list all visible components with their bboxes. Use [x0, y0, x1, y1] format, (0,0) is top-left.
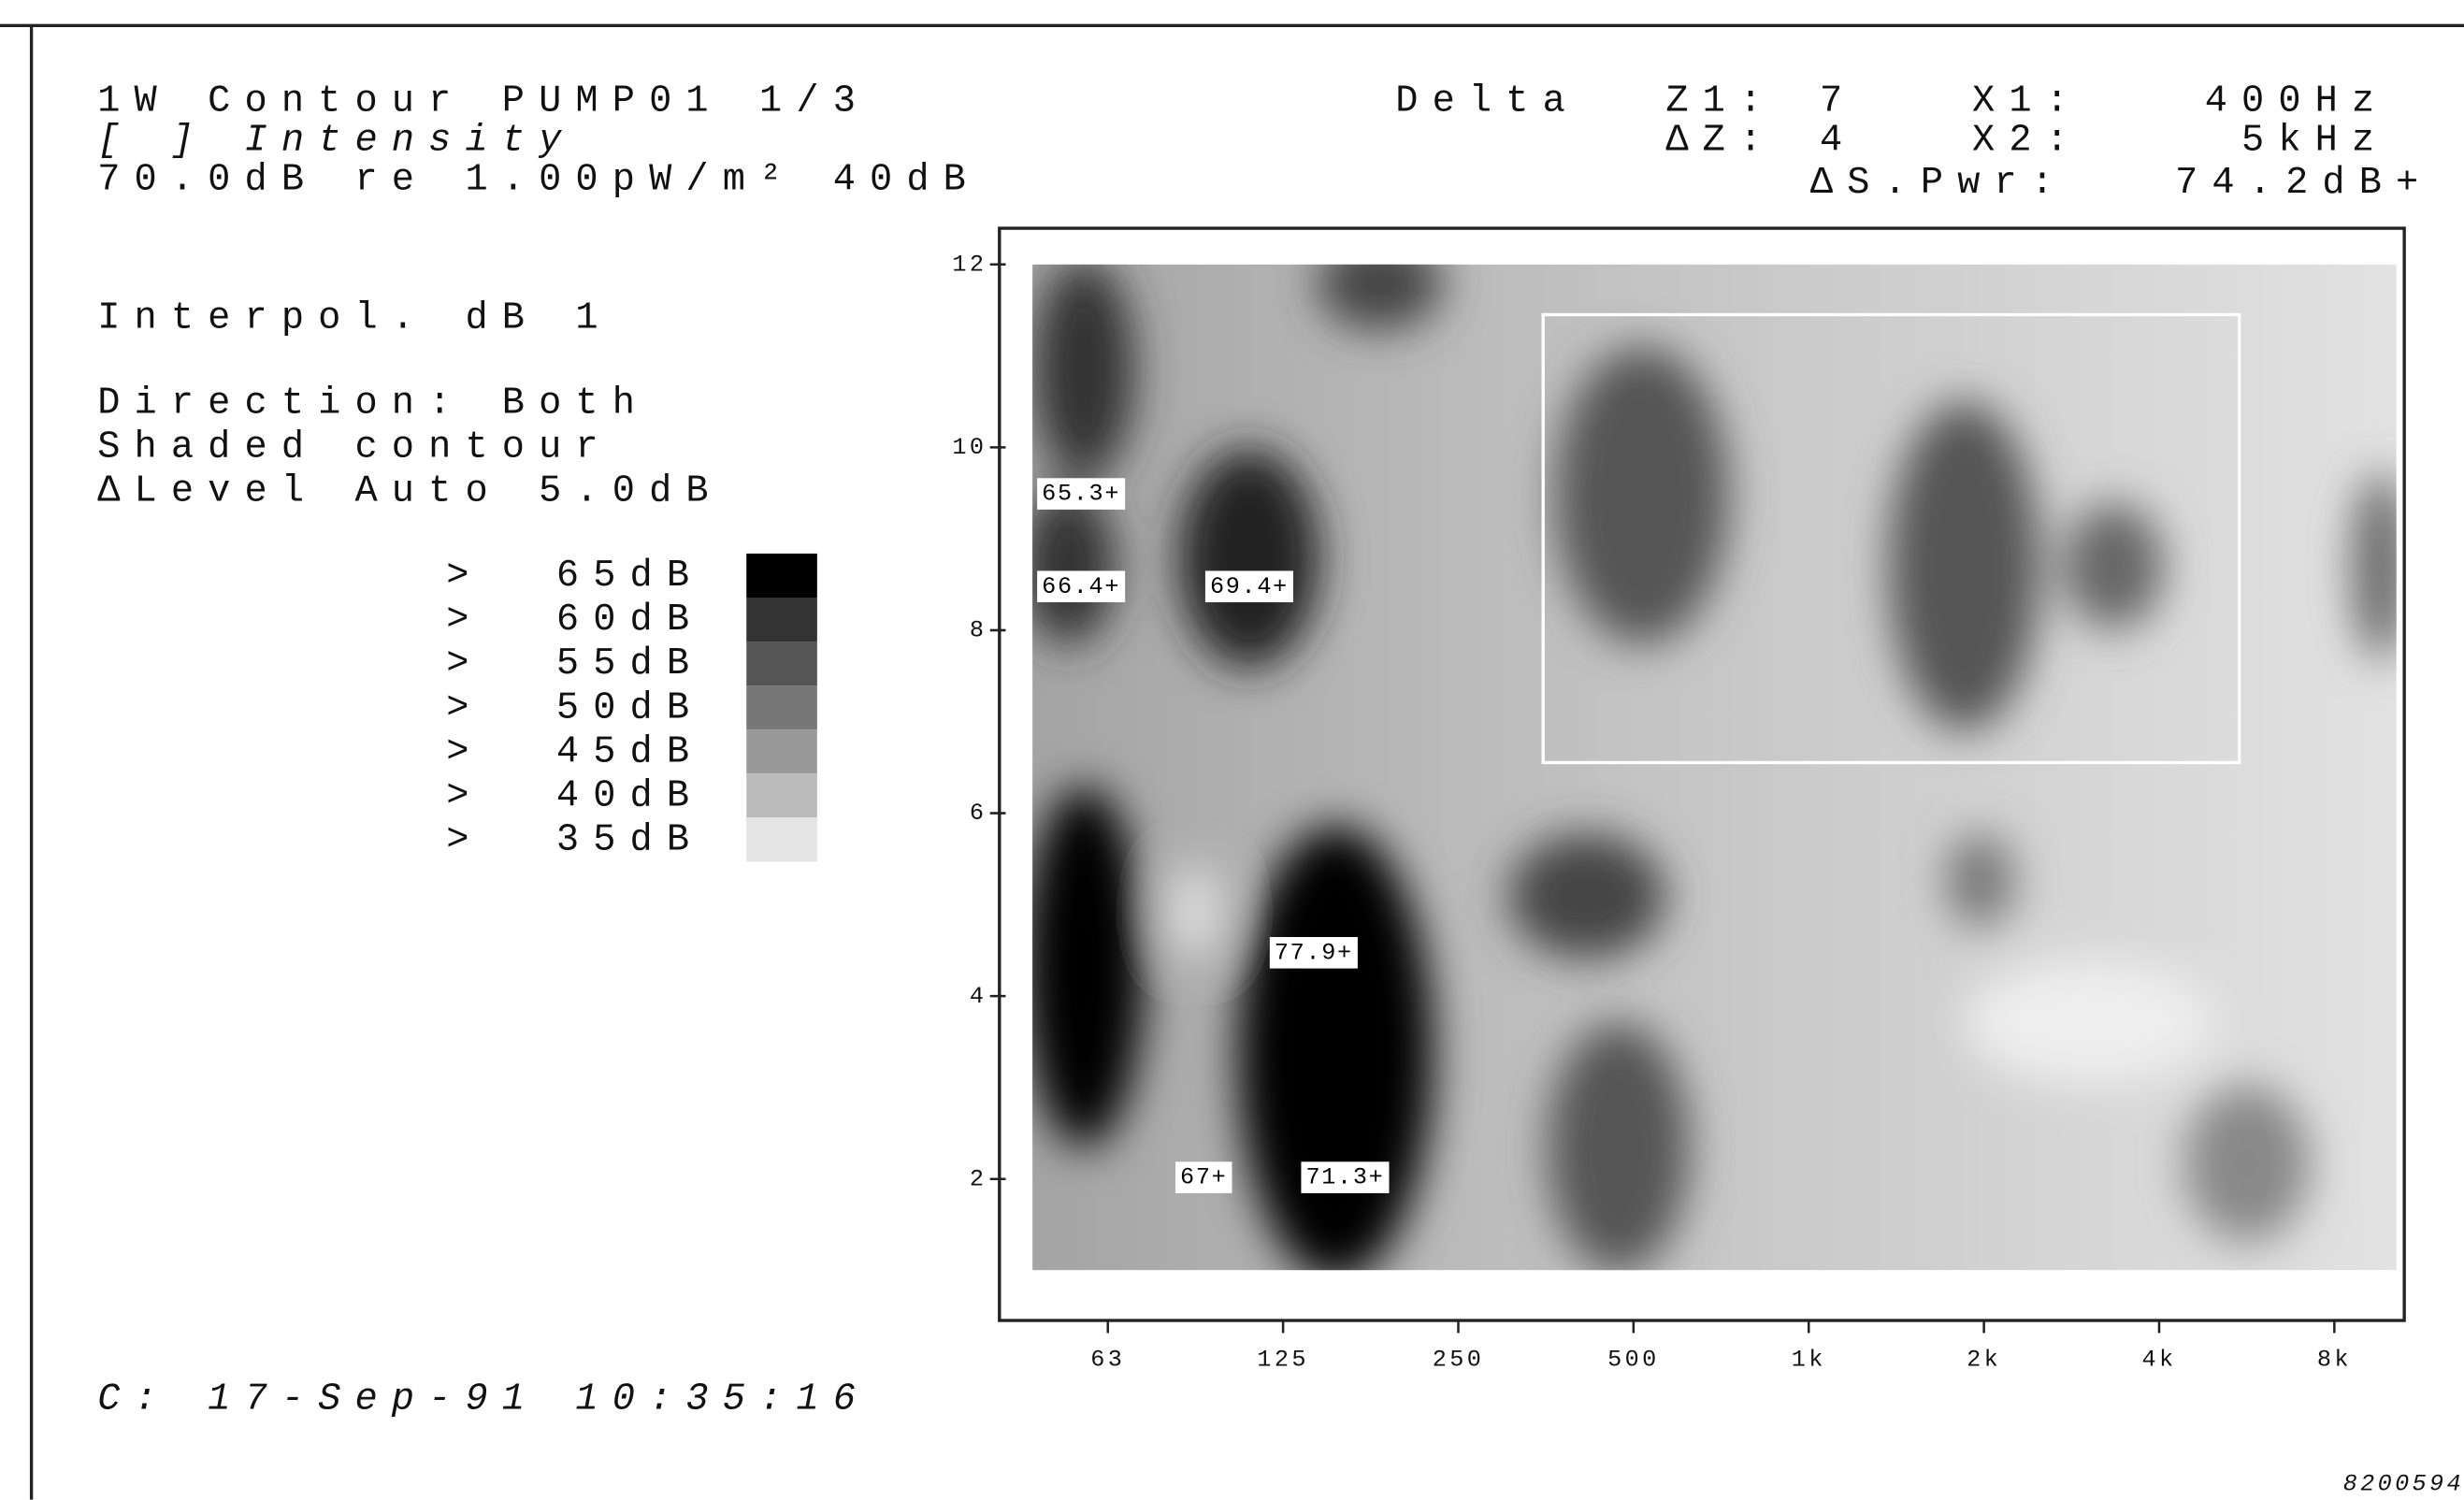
- legend-symbol: >: [446, 730, 483, 773]
- legend-swatch: [746, 685, 817, 730]
- spot-label: 71.3+: [1305, 1164, 1384, 1191]
- legend-label: 60dB: [556, 599, 703, 642]
- x-tick-label: 63: [1090, 1347, 1125, 1374]
- contour-map: [1032, 264, 2397, 1271]
- figure-id: 8200594: [2343, 1470, 2464, 1497]
- cursor-z1: 7: [1820, 80, 1856, 123]
- spot-label-box: [1037, 570, 1126, 603]
- legend-label: 35dB: [556, 818, 703, 861]
- y-tick-label: 10: [952, 434, 987, 461]
- y-tick-label: 8: [970, 617, 987, 644]
- spot-label-box: [1301, 1161, 1390, 1193]
- spot-label: 69.4+: [1210, 573, 1289, 600]
- cursor-dz-label: ΔZ:: [1665, 120, 1776, 163]
- cursor-dz: 4: [1820, 120, 1856, 163]
- legend-label: 40dB: [556, 774, 703, 817]
- legend-symbol: >: [446, 818, 483, 861]
- x-tick-label: 125: [1257, 1347, 1308, 1374]
- legend-symbol: >: [446, 642, 483, 685]
- x-tick-label: 250: [1433, 1347, 1484, 1374]
- legend: >65dB > 60dB > 55dB > 50dB > 45dB > 40dB > 35dB: [446, 553, 817, 862]
- y-tick-label: 2: [970, 1165, 987, 1192]
- legend-label: 55dB: [556, 642, 703, 685]
- axes: 12 10 8 6 4 2 63 125 250 500 1k 2k 4k 8k: [952, 251, 2352, 1374]
- cursor-x1: 400Hz: [2205, 80, 2389, 123]
- spot-label: 66.4+: [1042, 573, 1120, 600]
- legend-symbol: >: [446, 599, 483, 642]
- spot-label: 77.9+: [1275, 939, 1353, 966]
- cursor-pwr-label: ΔS.Pwr:: [1810, 162, 2068, 205]
- timestamp: C: 17-Sep-91 10:35:16: [97, 1378, 870, 1421]
- setting: Interpol. dB 1: [97, 297, 612, 340]
- legend-symbol: >: [446, 686, 483, 729]
- legend-label: 45dB: [556, 730, 703, 773]
- spot-label-box: [1204, 570, 1293, 603]
- legend-swatch: [746, 817, 817, 862]
- legend-swatch: [746, 642, 817, 686]
- setting: Direction: Both: [97, 382, 649, 425]
- y-tick-label: 4: [970, 983, 987, 1010]
- header-title: 1W Contour PUMP01 1/3: [97, 80, 870, 123]
- legend-label: 65dB: [556, 555, 703, 598]
- header-mode: [ ] Intensity: [97, 120, 575, 163]
- spot-label: 67+: [1180, 1164, 1227, 1191]
- legend-swatch: [746, 773, 817, 818]
- legend-swatch: [746, 597, 817, 642]
- spot-label: 65.3+: [1042, 481, 1120, 508]
- cursor-x2-label: X2:: [1972, 120, 2082, 163]
- delta-cursor-box: [1541, 312, 2241, 765]
- legend-label: 50dB: [556, 686, 703, 729]
- legend-symbol: >: [446, 555, 483, 598]
- spot-labels: 65.3+ 66.4+ 69.4+ 77.9+ 67+ 71.3+: [1037, 478, 1390, 1193]
- x-tick-label: 8k: [2317, 1347, 2352, 1374]
- x-tick-label: 500: [1607, 1347, 1659, 1374]
- header-reference: 70.0dB re 1.00pW/m² 40dB: [97, 159, 980, 202]
- legend-swatch: [746, 729, 817, 774]
- spot-label-box: [1269, 936, 1358, 969]
- cursor-z1-label: Z1:: [1665, 80, 1776, 123]
- x-tick-label: 4k: [2142, 1347, 2177, 1374]
- spot-label-box: [1175, 1161, 1232, 1193]
- y-tick-label: 6: [970, 800, 987, 827]
- setting: ΔLevel Auto 5.0dB: [97, 469, 723, 512]
- cursor-label: Delta: [1395, 80, 1579, 123]
- y-tick-label: 12: [952, 251, 987, 278]
- cursor-x1-label: X1:: [1972, 80, 2082, 123]
- x-tick-label: 2k: [1967, 1347, 2001, 1374]
- setting: Shaded contour: [97, 425, 612, 469]
- legend-swatch: [746, 553, 817, 598]
- contour-blobs: [1032, 264, 2397, 1271]
- cursor-pwr: 74.2dB+: [2175, 162, 2432, 205]
- cursor-x2: 5kHz: [2241, 120, 2388, 163]
- spot-label-box: [1037, 478, 1126, 510]
- legend-symbol: >: [446, 774, 483, 817]
- x-tick-label: 1k: [1792, 1347, 1826, 1374]
